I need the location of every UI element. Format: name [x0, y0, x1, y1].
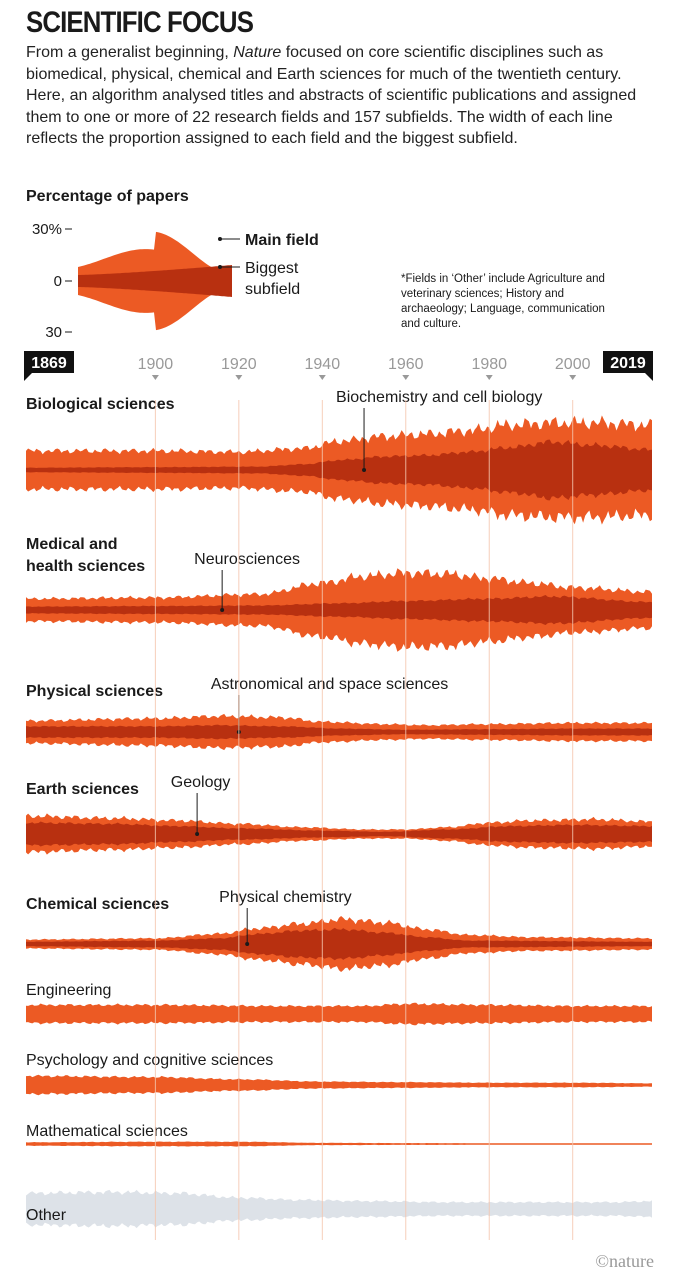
- series-label: Biological sciences: [26, 396, 175, 413]
- series-band-subfield: [26, 927, 652, 961]
- legend-scale-label: 30: [45, 324, 62, 341]
- series-label: Physical sciences: [26, 683, 163, 700]
- series-label: health sciences: [26, 558, 145, 575]
- series-band-main: [26, 1141, 652, 1147]
- axis-tick-label: 1920: [221, 356, 257, 373]
- series-label: Engineering: [26, 982, 111, 999]
- axis-start-badge: [24, 351, 74, 373]
- axis-end-badge-pointer: [645, 373, 653, 381]
- axis-tick-label: 1960: [388, 356, 424, 373]
- legend-scale-label: 30%: [32, 221, 62, 238]
- series-label: Earth sciences: [26, 781, 139, 798]
- subfield-callout-label: Neurosciences: [194, 551, 300, 568]
- axis-tick-marker: [485, 375, 493, 380]
- intro-text-part-1: From a generalist beginning,: [26, 44, 234, 61]
- axis-tick-marker: [569, 375, 577, 380]
- series-label: Other: [26, 1207, 67, 1224]
- axis-tick-label: 1900: [138, 356, 174, 373]
- axis-tick-marker: [235, 375, 243, 380]
- chart-title: SCIENTIFIC FOCUS: [26, 6, 254, 39]
- subfield-callout-dot: [220, 608, 225, 612]
- series-band-main: [26, 1074, 652, 1096]
- axis-start-label: 1869: [31, 355, 67, 372]
- subfield-callout-label: Astronomical and space sciences: [211, 676, 448, 693]
- subfield-callout-label: Physical chemistry: [219, 889, 351, 906]
- legend-sub-label: Biggest: [245, 260, 299, 277]
- subfield-callout-dot: [362, 468, 367, 472]
- legend-title: Percentage of papers: [26, 188, 189, 205]
- legend-sub-band: [78, 265, 232, 297]
- series-band-subfield: [26, 821, 652, 847]
- series-band-subfield: [26, 724, 652, 740]
- axis-tick-marker: [402, 375, 410, 380]
- axis-end-badge: [603, 351, 653, 373]
- legend-scale-label: 0: [54, 273, 62, 290]
- series-band-main: [26, 1189, 652, 1229]
- legend-note: archaeology; Language, communication: [401, 303, 605, 315]
- nature-credit: ©nature: [595, 1251, 654, 1271]
- series-label: Psychology and cognitive sciences: [26, 1052, 273, 1069]
- legend-main-dot: [218, 237, 222, 241]
- axis-tick-label: 1980: [471, 356, 507, 373]
- intro-text: From a generalist beginning, Nature focu…: [26, 42, 662, 150]
- axis-tick-marker: [318, 375, 326, 380]
- axis-tick-label: 2000: [555, 356, 591, 373]
- series-label: Medical and: [26, 536, 118, 553]
- subfield-callout-dot: [195, 832, 200, 836]
- series-band-main: [26, 1002, 652, 1026]
- axis-tick-label: 1940: [305, 356, 341, 373]
- series-label: Chemical sciences: [26, 896, 169, 913]
- legend-main-label: Main field: [245, 232, 319, 249]
- subfield-callout-label: Geology: [171, 774, 231, 791]
- series-label: Mathematical sciences: [26, 1123, 188, 1140]
- axis-start-badge-pointer: [24, 373, 32, 381]
- series-band-subfield: [26, 439, 652, 501]
- subfield-callout-label: Biochemistry and cell biology: [336, 389, 542, 406]
- legend-note: and culture.: [401, 318, 461, 330]
- axis-end-label: 2019: [610, 355, 646, 372]
- legend-sub-label: subfield: [245, 281, 300, 298]
- intro-text-part-2: focused on core scientific disciplines s…: [26, 44, 637, 147]
- legend-sub-dot: [218, 265, 222, 269]
- legend-note: veterinary sciences; History and: [401, 288, 564, 300]
- intro-text-journal: Nature: [233, 44, 282, 61]
- legend-note: *Fields in ‘Other’ include Agriculture a…: [401, 273, 605, 285]
- subfield-callout-dot: [245, 942, 250, 946]
- axis-tick-marker: [151, 375, 159, 380]
- series-band-subfield: [26, 595, 652, 625]
